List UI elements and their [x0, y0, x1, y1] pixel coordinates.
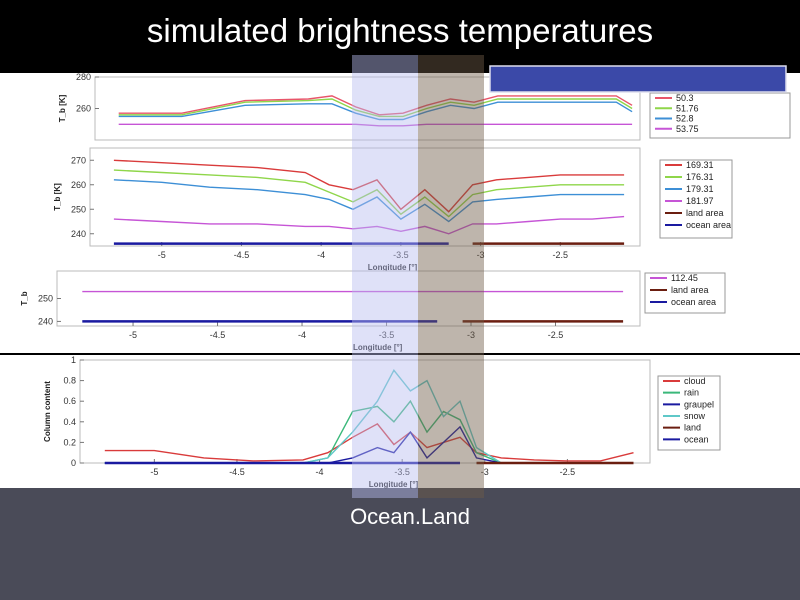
x-axis-label: Longitude [°] — [353, 343, 403, 352]
y-tick-label: 260 — [76, 104, 91, 114]
y-tick-label: 240 — [71, 229, 86, 239]
legend-box — [644, 272, 726, 314]
series-line-169-31 — [113, 159, 625, 213]
x-tick-label: -5 — [150, 467, 158, 477]
legend-box — [649, 92, 791, 139]
legend-entry: 50.3 — [676, 93, 694, 103]
legend-entry: rain — [684, 388, 699, 398]
legend-entry: land area — [686, 208, 724, 218]
x-tick-label: -3.5 — [379, 330, 395, 340]
x-tick-label: -4.5 — [229, 467, 245, 477]
legend-box — [657, 375, 721, 451]
bottom-band — [0, 488, 800, 600]
legend-entry: 112.45 — [671, 273, 698, 283]
legend-entry: land area — [671, 285, 709, 295]
legend-entry: cloud — [684, 376, 706, 386]
x-tick-label: -5 — [129, 330, 137, 340]
x-tick-label: -3 — [481, 467, 489, 477]
series-line-176-31 — [113, 169, 625, 218]
y-tick-label: 250 — [71, 204, 86, 214]
x-axis-label: Longitude [°] — [369, 480, 419, 489]
y-tick-label: 1 — [71, 355, 76, 365]
panel-4: 0 0.2 0.4 0.6 0.8 1 -5 -4.5 -4 -3.5 -3 -2.5 Longitud… — [0, 355, 800, 489]
overlay-box — [489, 65, 787, 93]
y-axis-label: T_b [K] — [53, 183, 62, 211]
y-axis-label: T_b [K] — [58, 94, 67, 122]
y-tick-label: 250 — [38, 294, 53, 304]
legend-entry: ocean area — [686, 220, 731, 230]
x-tick-label: -2.5 — [553, 250, 569, 260]
legend-entry: land — [684, 423, 701, 433]
series-line-53-75 — [118, 123, 633, 127]
x-tick-label: -4 — [317, 250, 325, 260]
series-group — [113, 159, 625, 245]
caption: Ocean.Land — [350, 504, 470, 529]
x-tick-label: -3.5 — [394, 467, 410, 477]
x-tick-label: -4.5 — [234, 250, 250, 260]
ocean-highlight-band — [352, 55, 418, 498]
y-tick-label: 0.6 — [63, 396, 76, 406]
legend-entry: 181.97 — [686, 196, 714, 206]
x-tick-label: -4.5 — [210, 330, 226, 340]
plot-frame — [89, 147, 641, 247]
series-group — [104, 369, 634, 465]
series-group — [118, 95, 633, 127]
series-line-50-3 — [118, 95, 633, 116]
legend-entry: ocean — [684, 434, 709, 444]
y-axis-label: Column content — [43, 381, 52, 442]
x-tick-label: -4 — [316, 467, 324, 477]
y-tick-label: 0.4 — [63, 417, 76, 427]
y-tick-label: 260 — [71, 180, 86, 190]
y-tick-label: 270 — [71, 155, 86, 165]
slide-title: simulated brightness temperatures — [146, 12, 654, 49]
y-tick-label: 240 — [38, 316, 53, 326]
legend-entry: 169.31 — [686, 160, 714, 170]
series-line-51-76 — [118, 98, 633, 118]
x-axis-label: Longitude [°] — [368, 263, 418, 272]
panel-2: 240 250 260 270 -5 -4.5 -4 -3.5 -3 -2.5 Longitude … — [0, 141, 800, 272]
legend-entry: 51.76 — [676, 103, 699, 113]
y-tick-label: 0.2 — [63, 437, 76, 447]
x-tick-label: -2.5 — [560, 467, 576, 477]
y-tick-label: 0 — [71, 458, 76, 468]
series-line-181-97 — [113, 215, 625, 235]
legend-entry: 53.75 — [676, 124, 699, 134]
legend-entry: snow — [684, 411, 706, 421]
series-line-52-8 — [118, 101, 633, 121]
x-tick-label: -3.5 — [393, 250, 409, 260]
legend-entry: 52.8 — [676, 114, 694, 124]
series-line-179-31 — [113, 179, 625, 223]
series-group — [82, 290, 624, 323]
y-axis-label: T_b — [20, 291, 29, 305]
legend-entry: ocean area — [671, 297, 716, 307]
land-highlight-band — [418, 55, 484, 498]
panel-3: 240 250 -5 -4.5 -4 -3.5 -3 -2.5 Longitude [°] T_b… — [0, 270, 800, 353]
y-tick-label: 280 — [76, 72, 91, 82]
x-tick-label: -3 — [467, 330, 475, 340]
x-tick-label: -4 — [298, 330, 306, 340]
legend-entry: 176.31 — [686, 172, 714, 182]
x-tick-label: -2.5 — [548, 330, 564, 340]
legend-entry: 179.31 — [686, 184, 714, 194]
y-tick-label: 0.8 — [63, 376, 76, 386]
x-tick-label: -5 — [158, 250, 166, 260]
x-tick-label: -3 — [477, 250, 485, 260]
legend-entry: graupel — [684, 399, 714, 409]
